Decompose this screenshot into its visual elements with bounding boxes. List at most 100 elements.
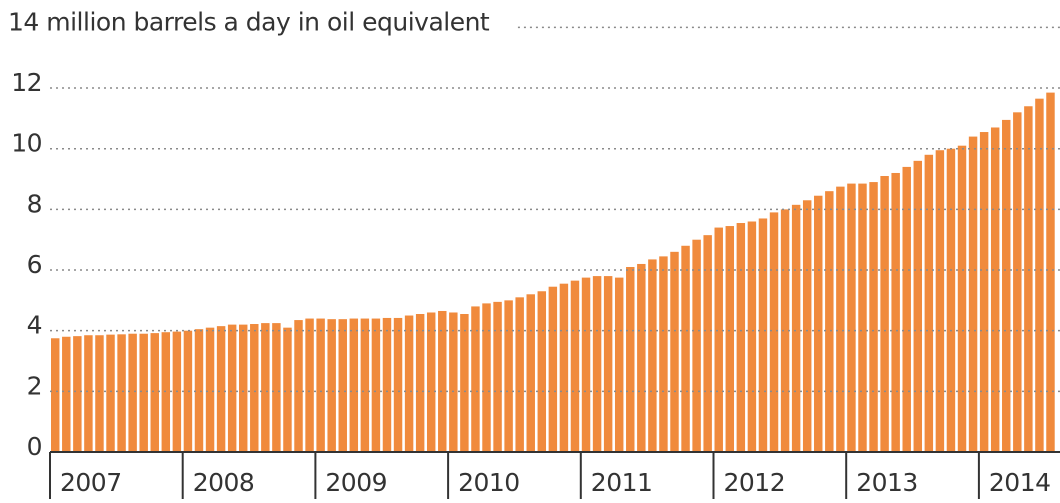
bar: [836, 186, 845, 452]
bar: [62, 336, 71, 452]
bar: [404, 315, 414, 452]
bar: [747, 221, 757, 452]
bar: [637, 263, 646, 452]
bar: [537, 291, 547, 452]
bar: [869, 182, 878, 452]
y-tick-label: 2: [27, 371, 42, 400]
bar: [515, 297, 524, 452]
bar: [990, 127, 1000, 452]
bar: [703, 235, 712, 452]
bar: [902, 166, 911, 452]
bar: [84, 335, 93, 452]
bar: [305, 318, 314, 452]
bar: [216, 326, 226, 452]
bar: [338, 319, 347, 452]
bar: [614, 277, 624, 452]
bar: [183, 330, 193, 452]
bar: [460, 314, 469, 452]
x-tick-label: 2009: [325, 468, 387, 497]
x-tick-label: 2012: [724, 468, 786, 497]
bar: [692, 239, 701, 452]
y-tick-label: 8: [27, 189, 42, 218]
bar: [250, 324, 259, 452]
y-axis-label: 14 million barrels a day in oil equivale…: [8, 7, 490, 36]
bar: [725, 226, 735, 452]
x-tick-label: 2013: [856, 468, 918, 497]
bar: [261, 323, 270, 452]
y-tick-label: 4: [27, 311, 42, 340]
bar: [272, 323, 281, 452]
bar: [659, 256, 668, 452]
x-tick-label: 2008: [193, 468, 255, 497]
bar: [1013, 112, 1022, 452]
bar: [471, 306, 480, 452]
bar: [979, 132, 989, 452]
bar: [1046, 92, 1055, 452]
bar: [858, 183, 867, 452]
bar: [758, 218, 768, 452]
bar: [880, 176, 889, 452]
bar: [415, 314, 425, 452]
x-tick-label: 2010: [458, 468, 520, 497]
bar: [504, 300, 513, 452]
bar: [227, 324, 237, 452]
bar: [51, 338, 60, 452]
bar: [670, 251, 679, 452]
bar: [117, 334, 126, 452]
bar: [349, 318, 359, 452]
bar: [382, 317, 392, 452]
y-tick-label: 12: [11, 68, 42, 97]
bar: [1024, 106, 1033, 453]
bar: [205, 327, 215, 452]
bar: [294, 320, 303, 452]
bar: [626, 266, 635, 452]
bar: [935, 150, 945, 452]
bar: [449, 312, 458, 452]
y-tick-label: 6: [27, 250, 42, 279]
bar: [891, 172, 900, 452]
bar: [681, 245, 690, 452]
bar: [968, 136, 978, 452]
bar: [73, 336, 82, 452]
bar: [769, 212, 779, 452]
bar: [736, 223, 746, 452]
y-tick-label: 0: [27, 432, 42, 461]
bar: [316, 318, 325, 452]
bar: [913, 160, 923, 453]
x-tick-label: 2011: [591, 468, 653, 497]
bar: [592, 276, 602, 452]
bar: [570, 280, 580, 452]
bar: [327, 319, 336, 452]
bar: [957, 145, 967, 452]
bar: [548, 286, 558, 452]
bar: [825, 191, 834, 452]
bar: [714, 227, 723, 452]
bar: [283, 327, 292, 452]
x-tick-label: 2007: [60, 468, 122, 497]
bar: [493, 301, 502, 452]
bar: [161, 332, 171, 452]
bar: [393, 317, 403, 452]
bar: [603, 276, 613, 452]
bar: [847, 183, 856, 452]
bar: [238, 324, 248, 452]
bar: [814, 195, 823, 452]
bar: [95, 335, 104, 452]
bar: [139, 333, 148, 452]
bar: [559, 283, 569, 452]
bar: [648, 259, 657, 452]
bar: [581, 277, 591, 452]
bar: [924, 154, 934, 452]
y-tick-label: 10: [11, 129, 42, 158]
bar: [150, 333, 159, 452]
bar: [371, 318, 381, 452]
bar: [194, 329, 204, 452]
bar: [438, 310, 447, 452]
bar: [946, 148, 956, 452]
bar: [780, 209, 790, 452]
bar: [482, 303, 491, 452]
bar: [360, 318, 370, 452]
bar: [1035, 98, 1044, 452]
